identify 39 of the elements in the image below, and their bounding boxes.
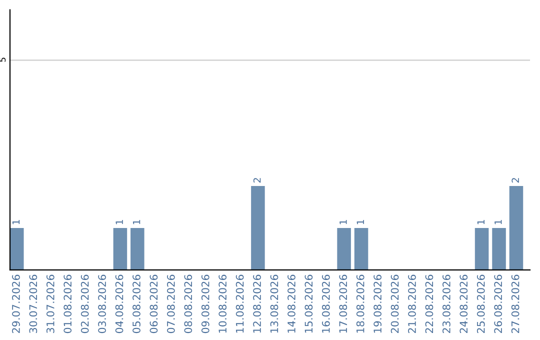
x-tick-label: 06.08.2026	[150, 274, 158, 334]
data-label: 1	[340, 220, 347, 224]
x-tick-label: 15.08.2026	[304, 274, 313, 333]
x-tick-label: 22.08.2026	[425, 274, 434, 334]
x-tick-label: 29.07.2026	[12, 274, 20, 334]
x-tick-label: 05.08.2026	[132, 274, 140, 334]
x-tick-label: 01.08.2026	[64, 274, 72, 334]
data-label: 1	[12, 220, 20, 224]
x-tick-label: 03.08.2026	[98, 274, 106, 334]
data-label: 1	[477, 220, 484, 224]
x-tick-label: 27.08.2026	[511, 274, 520, 334]
x-tick-label: 08.08.2026	[184, 274, 192, 334]
data-label: 1	[494, 220, 502, 224]
x-tick-label: 31.07.2026	[46, 274, 54, 333]
x-tick-label: 30.07.2026	[29, 274, 38, 333]
x-tick-label: 10.08.2026	[218, 274, 227, 333]
x-tick-label: 18.08.2026	[356, 274, 364, 333]
data-label: 2	[512, 178, 519, 183]
x-tick-label: 19.08.2026	[374, 274, 382, 333]
x-tick-label: 13.08.2026	[270, 274, 278, 333]
x-tick-label: 04.08.2026	[115, 274, 124, 334]
x-tick-label: 24.08.2026	[460, 274, 468, 334]
x-tick-label: 02.08.2026	[80, 274, 89, 334]
x-tick-label: 23.08.2026	[442, 274, 450, 334]
x-tick-label: 20.08.2026	[390, 274, 399, 334]
x-tick-label: 14.08.2026	[288, 274, 296, 333]
data-label: 2	[253, 178, 261, 183]
data-label: 1	[116, 220, 123, 224]
x-tick-label: 16.08.2026	[322, 274, 330, 333]
x-tick-label: 21.08.2026	[408, 274, 416, 334]
x-tick-label: 07.08.2026	[166, 274, 175, 334]
x-tick-label: 11.08.2026	[236, 274, 244, 333]
x-tick-label: 12.08.2026	[253, 274, 261, 333]
x-tick-label: 25.08.2026	[476, 274, 485, 334]
x-tick-label: 09.08.2026	[201, 274, 210, 334]
x-tick-label: 17.08.2026	[339, 274, 348, 333]
data-label: 1	[133, 220, 140, 224]
data-label: 1	[356, 220, 364, 224]
x-tick-label: 26.08.2026	[494, 274, 502, 334]
